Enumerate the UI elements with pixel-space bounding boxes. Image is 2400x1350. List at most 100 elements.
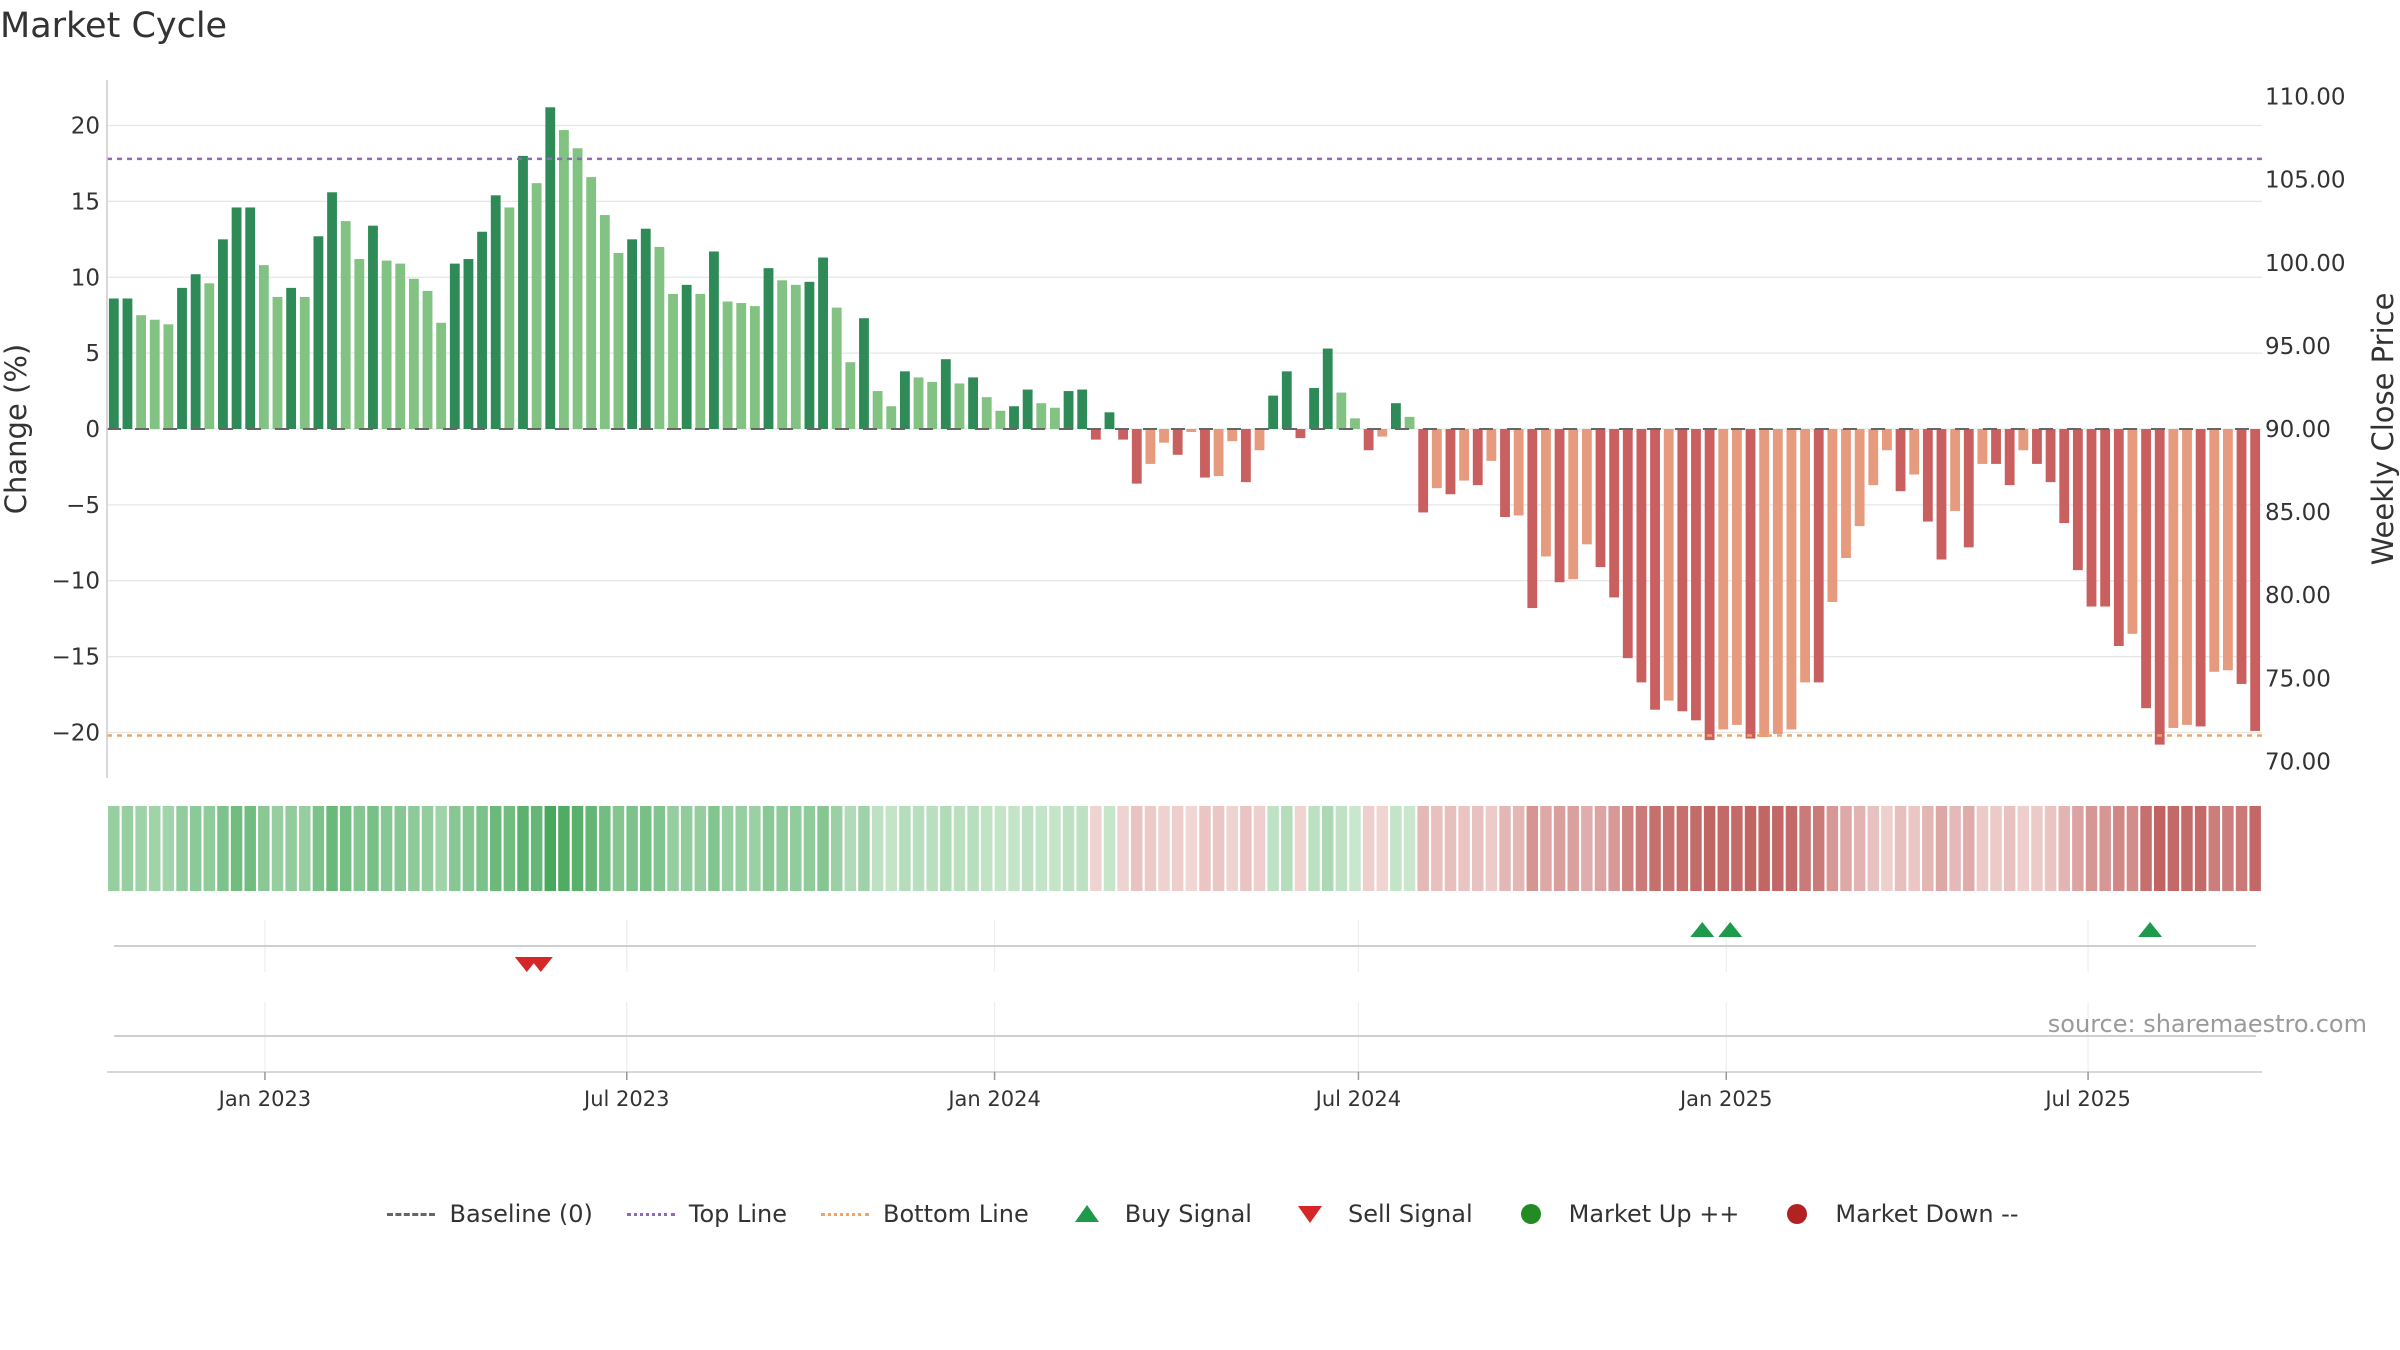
change-bar xyxy=(627,239,638,429)
legend-item: Baseline (0) xyxy=(381,1200,593,1228)
change-bar xyxy=(749,306,760,429)
heat-cell xyxy=(871,806,884,891)
heat-cell xyxy=(1171,806,1184,891)
change-bar xyxy=(2032,429,2042,464)
heat-cell xyxy=(1294,806,1307,891)
heat-cell xyxy=(326,806,338,891)
change-bar xyxy=(1431,429,1442,489)
change-bar xyxy=(1581,429,1592,545)
heat-cell xyxy=(721,806,734,891)
change-bar xyxy=(940,359,951,429)
dot-legend-icon xyxy=(1767,1202,1827,1226)
change-bar xyxy=(654,246,665,429)
dot-legend-icon xyxy=(1501,1202,1561,1226)
change-bar xyxy=(2182,429,2192,725)
heat-cell xyxy=(571,806,584,891)
change-bar xyxy=(927,381,938,429)
heat-cell xyxy=(2031,806,2043,891)
heat-cell xyxy=(1158,806,1170,891)
heat-cell xyxy=(1785,806,1798,891)
change-bar xyxy=(1104,412,1115,429)
heat-cell xyxy=(1772,806,1784,891)
heat-cell xyxy=(749,806,761,891)
heat-cell xyxy=(1622,806,1634,891)
heat-cell xyxy=(612,806,625,891)
change-bar xyxy=(136,315,147,429)
heat-cell xyxy=(926,806,938,891)
change-bar xyxy=(327,192,337,429)
y-tick-label-left: 10 xyxy=(71,265,100,291)
change-bar xyxy=(1200,429,1210,478)
heat-cell xyxy=(1417,806,1429,891)
y-tick-label-right: 100.00 xyxy=(2265,251,2345,277)
heat-cell xyxy=(817,806,829,891)
change-bar xyxy=(1568,429,1579,580)
change-bar xyxy=(245,207,256,429)
change-bar xyxy=(1977,429,1988,464)
heat-cell xyxy=(1690,806,1702,891)
change-bar xyxy=(736,303,747,429)
heat-cell xyxy=(776,806,788,891)
change-bar xyxy=(2154,429,2165,745)
change-bar xyxy=(1513,429,1524,516)
heat-cell xyxy=(599,806,611,891)
chart-title: Market Cycle xyxy=(0,6,228,46)
change-bar xyxy=(763,268,774,429)
change-bar xyxy=(504,207,515,429)
heat-cell xyxy=(1799,806,1811,891)
change-bar xyxy=(177,287,187,429)
heat-cell xyxy=(803,806,816,891)
heat-cell xyxy=(2222,806,2234,891)
change-bar xyxy=(1800,429,1810,683)
change-bar xyxy=(2127,429,2138,634)
y-tick-label-left: −5 xyxy=(66,493,100,519)
heat-cell xyxy=(1567,806,1579,891)
y-tick-label-left: 0 xyxy=(85,417,100,443)
change-bar xyxy=(2209,429,2220,672)
legend-item: Top Line xyxy=(621,1200,787,1228)
legend-item: Market Up ++ xyxy=(1501,1200,1739,1228)
change-bar xyxy=(1090,429,1101,440)
change-bar xyxy=(1813,429,1824,683)
change-bar xyxy=(531,183,542,429)
heat-cell xyxy=(1131,806,1143,891)
heat-cell xyxy=(1553,806,1566,891)
change-bar xyxy=(2059,429,2070,524)
heat-cell xyxy=(1431,806,1443,891)
heat-cell xyxy=(1008,806,1020,891)
heat-cell xyxy=(135,806,147,891)
change-bar xyxy=(790,284,801,429)
heat-cell xyxy=(1512,806,1525,891)
x-tick-label: Jan 2025 xyxy=(1678,1087,1773,1111)
change-bar xyxy=(559,130,569,429)
heat-cell xyxy=(217,806,229,891)
heat-cell xyxy=(626,806,638,891)
change-bar xyxy=(1390,403,1401,429)
heat-cell xyxy=(790,806,802,891)
heat-cell xyxy=(1199,806,1211,891)
change-bar xyxy=(1772,429,1783,734)
change-bar xyxy=(1377,429,1388,437)
heat-cell xyxy=(2017,806,2030,891)
heat-cell xyxy=(435,806,447,891)
change-bar xyxy=(995,410,1006,429)
signal-panel xyxy=(114,920,2256,1072)
change-bar xyxy=(163,324,174,429)
change-bar xyxy=(668,293,678,429)
change-bar xyxy=(1254,429,1265,451)
buy-signal-marker xyxy=(1718,922,1743,937)
change-bar xyxy=(1050,407,1060,429)
heat-cell xyxy=(1949,806,1961,891)
change-bar xyxy=(1854,429,1865,527)
change-bar xyxy=(477,231,487,429)
heat-cell xyxy=(503,806,516,891)
y-tick-label-left: −15 xyxy=(51,645,100,671)
heat-cell xyxy=(1935,806,1948,891)
heat-cell xyxy=(1635,806,1648,891)
heat-cell xyxy=(149,806,161,891)
heat-cell xyxy=(1212,806,1225,891)
change-bar xyxy=(954,383,965,429)
legend-label: Bottom Line xyxy=(883,1200,1029,1228)
change-bar xyxy=(681,284,692,429)
change-bar xyxy=(613,252,624,429)
